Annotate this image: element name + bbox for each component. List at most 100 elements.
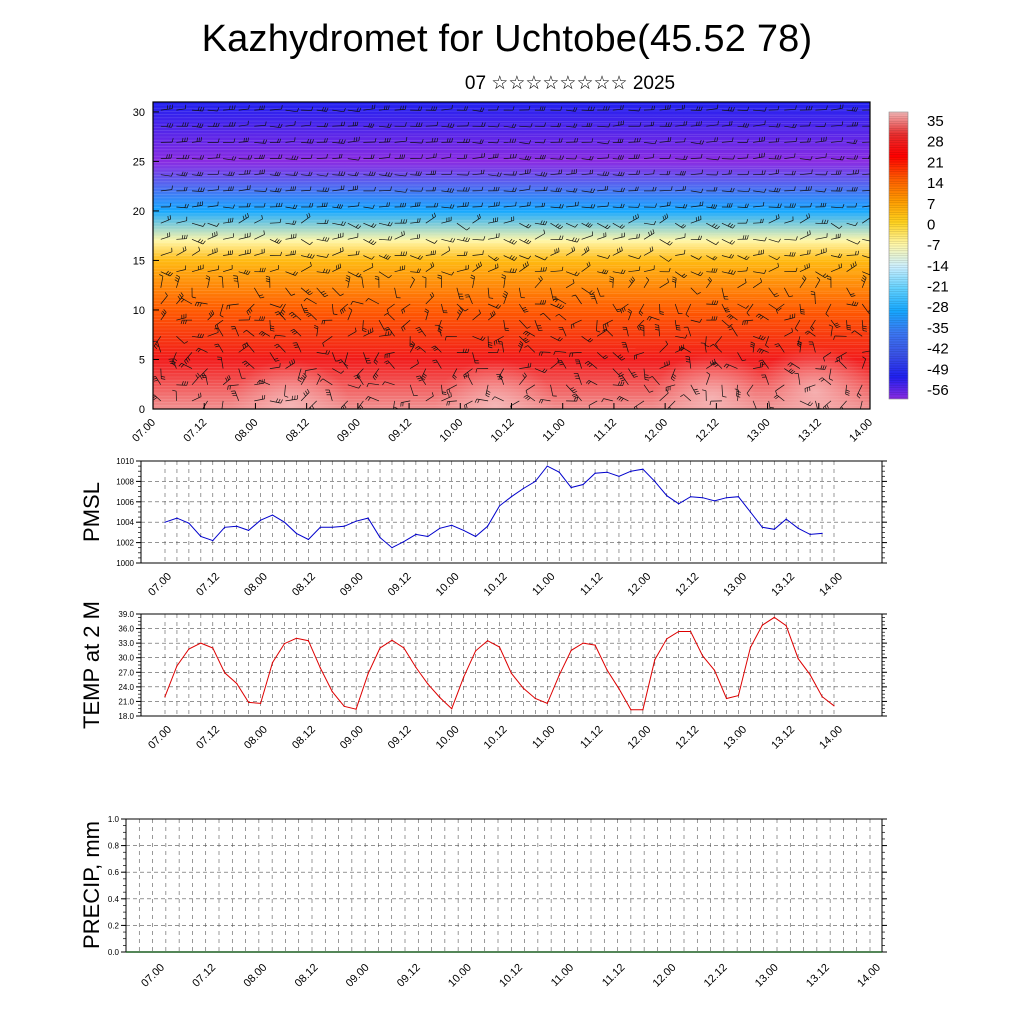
wind-barb-flag (649, 390, 654, 393)
wind-barb-flag (546, 186, 548, 191)
wind-barb-flag (852, 262, 855, 267)
wind-barb (700, 342, 707, 353)
wind-barb-flag (303, 310, 309, 312)
wind-barb (633, 400, 645, 409)
wind-barb-shaft (799, 253, 810, 256)
wind-barb-flag (607, 322, 609, 327)
wind-barb-shaft (675, 222, 684, 229)
wind-barb-flag (279, 138, 282, 143)
y-tick-label: 15 (133, 255, 145, 267)
wind-barb (721, 137, 734, 143)
wind-barb (659, 278, 669, 289)
wind-barb (706, 187, 718, 192)
wind-barb-shaft (814, 292, 816, 305)
wind-barb-flag (231, 250, 233, 255)
wind-barb-shaft (261, 331, 271, 337)
wind-barb (464, 294, 473, 305)
wind-barb-flag (418, 268, 421, 273)
wind-barb (659, 137, 672, 143)
wind-barb-shaft (768, 255, 778, 261)
wind-barb-shaft (386, 303, 395, 310)
wind-barb-flag (542, 300, 545, 305)
wind-barb (269, 363, 281, 369)
wind-barb-flag (545, 267, 547, 272)
wind-barb-shaft (737, 157, 748, 159)
wind-barb (160, 104, 174, 111)
wind-barb-flag (181, 137, 184, 142)
y-tick-label: 24.0 (118, 683, 134, 692)
wind-barb-shaft (472, 109, 483, 112)
wind-barb-flag (539, 154, 542, 159)
wind-barb-flag (620, 269, 624, 274)
wind-barb-shaft (254, 109, 264, 111)
wind-barb (538, 351, 551, 356)
data-point (558, 471, 560, 473)
wind-barb-flag (197, 202, 199, 207)
wind-barb (238, 315, 251, 321)
wind-barb-shaft (519, 172, 530, 176)
wind-barb-flag (185, 186, 188, 191)
wind-barb-flag (340, 293, 344, 297)
wind-barb-flag (574, 271, 578, 276)
wind-barb-flag (628, 308, 632, 312)
wind-barb (519, 372, 527, 386)
wind-barb-flag (418, 106, 420, 111)
wind-barb-flag (234, 105, 236, 110)
wind-barb-shaft (223, 108, 235, 111)
wind-barb-flag (680, 394, 684, 397)
wind-barb-flag (623, 306, 626, 311)
wind-barb-shaft (581, 125, 591, 128)
wind-barb-shaft (387, 327, 395, 337)
wind-barb-shaft (565, 271, 578, 277)
wind-barb (441, 392, 452, 402)
wind-barb-flag (671, 280, 676, 283)
wind-barb (431, 345, 442, 353)
wind-barb (378, 186, 392, 192)
wind-barb (246, 303, 255, 316)
wind-barb (612, 120, 624, 127)
wind-barb (446, 400, 457, 406)
wind-barb-flag (368, 239, 373, 243)
wind-barb-flag (695, 392, 700, 395)
wind-barb-flag (470, 277, 475, 280)
wind-barb (456, 222, 471, 231)
wind-barb-shaft (425, 141, 438, 143)
x-tick-label: 14.00 (847, 417, 875, 445)
wind-barb-flag (275, 202, 278, 207)
wind-barb-layer (153, 104, 870, 409)
wind-barb (316, 253, 329, 258)
wind-barb-shaft (503, 238, 515, 245)
wind-barb-flag (708, 276, 712, 281)
wind-barb (363, 138, 377, 143)
wind-barb (332, 185, 345, 192)
wind-barb (643, 105, 656, 111)
wind-barb-shaft (823, 352, 832, 358)
wind-barb-shaft (316, 287, 325, 298)
wind-barb (768, 105, 780, 111)
wind-barb-shaft (628, 270, 640, 273)
data-point (606, 471, 608, 473)
wind-barb-flag (544, 369, 548, 373)
wind-barb (628, 203, 641, 208)
wind-barb-flag (231, 105, 234, 110)
wind-barb (737, 352, 747, 362)
wind-barb-shaft (670, 368, 676, 379)
y-tick-label: 25 (133, 156, 145, 168)
wind-barb-shaft (746, 303, 754, 314)
wind-barb (628, 255, 642, 260)
wind-barb (706, 300, 719, 305)
wind-barb-flag (259, 154, 261, 159)
wind-barb-flag (561, 155, 564, 160)
wind-barb-flag (606, 185, 609, 190)
wind-barb-flag (621, 246, 623, 251)
wind-barb (331, 303, 338, 315)
wind-barb (862, 109, 870, 111)
wind-barb (153, 376, 162, 385)
wind-barb-flag (314, 324, 319, 328)
wind-barb-flag (729, 254, 732, 258)
x-tick-label: 08.00 (233, 417, 261, 445)
wind-barb (269, 352, 280, 362)
wind-barb-shaft (472, 173, 484, 176)
wind-barb-flag (587, 223, 591, 227)
wind-barb (456, 154, 468, 159)
